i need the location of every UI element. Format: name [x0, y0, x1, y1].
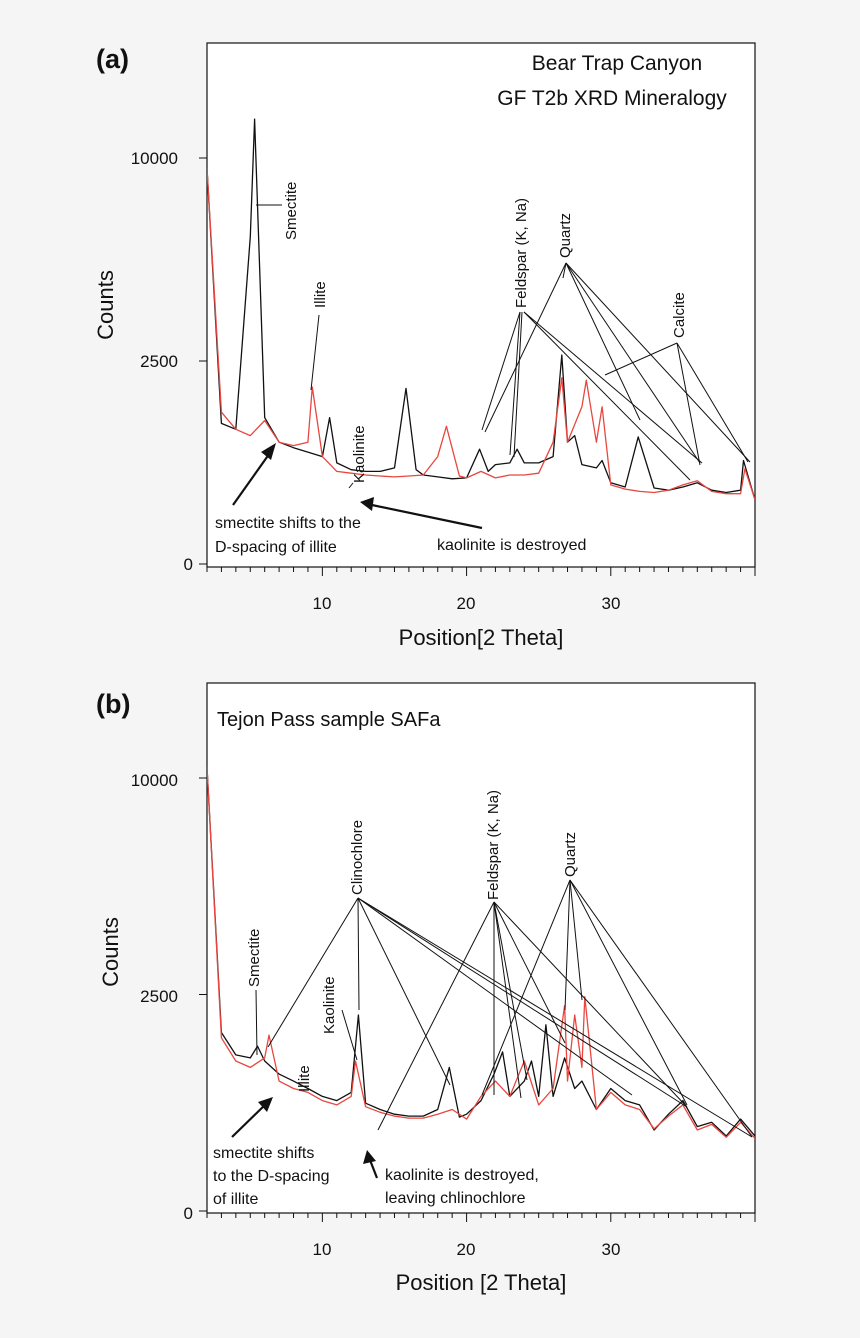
panel-a: (a) Bear Trap Canyon GF T2b XRD Mineralo…: [93, 42, 756, 650]
panel-b-xtick-label-10: 10: [313, 1240, 332, 1259]
panel-a-note-smectite-line-1: smectite shifts to the: [215, 515, 361, 532]
panel-b-ytick-label-0: 0: [184, 1204, 193, 1223]
panel-a-xtick-label-20: 20: [457, 594, 476, 613]
panel-a-y-axis-label: Counts: [93, 270, 118, 340]
panel-b-annotation-clinochlore: Clinochlore: [349, 820, 366, 895]
panel-b-title: Tejon Pass sample SAFa: [217, 709, 441, 731]
panel-b-xtick-label-20: 20: [457, 1240, 476, 1259]
panel-a-title-line-1: Bear Trap Canyon: [532, 52, 702, 75]
panel-a-arrows: [232, 443, 483, 530]
panel-b-x-axis-label: Position [2 Theta]: [396, 1270, 567, 1295]
panel-a-note-kaolinite: kaolinite is destroyed: [437, 537, 586, 554]
panel-b-label: (b): [96, 689, 130, 719]
panel-b-note-smectite-line-1: smectite shifts: [213, 1145, 314, 1162]
panel-b-annotation-kaolinite: Kaolinite: [321, 976, 338, 1034]
panel-a-annotation-kaolinite: Kaolinite: [351, 425, 368, 483]
panel-a-x-axis-label: Position[2 Theta]: [399, 625, 564, 650]
panel-b-note-kaolinite-line-2: leaving chlinochlore: [385, 1190, 526, 1207]
panel-a-xtick-label-30: 30: [602, 594, 621, 613]
panel-a-note-smectite-line-2: D-spacing of illite: [215, 539, 337, 556]
panel-0-series-black-line: [207, 118, 755, 500]
panel-b-note-smectite-line-2: to the D-spacing: [213, 1168, 330, 1185]
panel-b-y-axis-label: Counts: [98, 917, 123, 987]
panel-a-plot-area: [206, 42, 756, 568]
panel-1-series-red-line: [207, 767, 755, 1139]
panel-b-annotation-quartz: Quartz: [562, 832, 579, 877]
panel-a-ytick-label-10000: 10000: [131, 149, 178, 168]
panel-a-annotation-smectite: Smectite: [283, 182, 300, 240]
panel-b-plot-area: [206, 682, 756, 1214]
panel-a-annotation-illite: Illite: [312, 281, 329, 308]
panel-1-series-black-line: [207, 767, 755, 1137]
panel-b-ytick-label-10000: 10000: [131, 771, 178, 790]
panel-b-annotation-smectite: Smectite: [246, 929, 263, 987]
panel-a-ytick-label-0: 0: [184, 555, 193, 574]
panel-b-xtick-label-30: 30: [602, 1240, 621, 1259]
panel-b: (b) Tejon Pass sample SAFa 10000 2500 0 …: [96, 682, 756, 1295]
panel-b-arrows: [231, 1097, 379, 1179]
panel-b-ytick-label-2500: 2500: [140, 987, 178, 1006]
panel-a-leader-lines: [256, 204, 751, 489]
panel-a-note-background: [210, 507, 395, 559]
panel-0-series-red-line: [207, 168, 755, 501]
panel-a-annotation-calcite: Calcite: [671, 292, 688, 338]
panel-a-ytick-label-2500: 2500: [140, 352, 178, 371]
panel-b-annotation-feldspar: Feldspar (K, Na): [485, 790, 502, 900]
panel-b-note-smectite-line-3: of illite: [213, 1191, 258, 1208]
panel-a-annotation-feldspar: Feldspar (K, Na): [513, 198, 530, 308]
panel-b-note-kaolinite-line-1: kaolinite is destroyed,: [385, 1167, 539, 1184]
panel-a-label: (a): [96, 44, 129, 74]
panel-a-annotation-quartz: Quartz: [557, 213, 574, 258]
panel-a-title-line-2: GF T2b XRD Mineralogy: [497, 87, 727, 110]
panel-b-leader-lines: [255, 879, 753, 1138]
panel-b-note-background: [208, 1140, 356, 1210]
panel-0-tick-marks: [199, 157, 756, 576]
panel-b-annotation-illite: Illite: [296, 1065, 313, 1092]
panel-a-xtick-label-10: 10: [313, 594, 332, 613]
panel-1-tick-marks: [199, 777, 756, 1222]
